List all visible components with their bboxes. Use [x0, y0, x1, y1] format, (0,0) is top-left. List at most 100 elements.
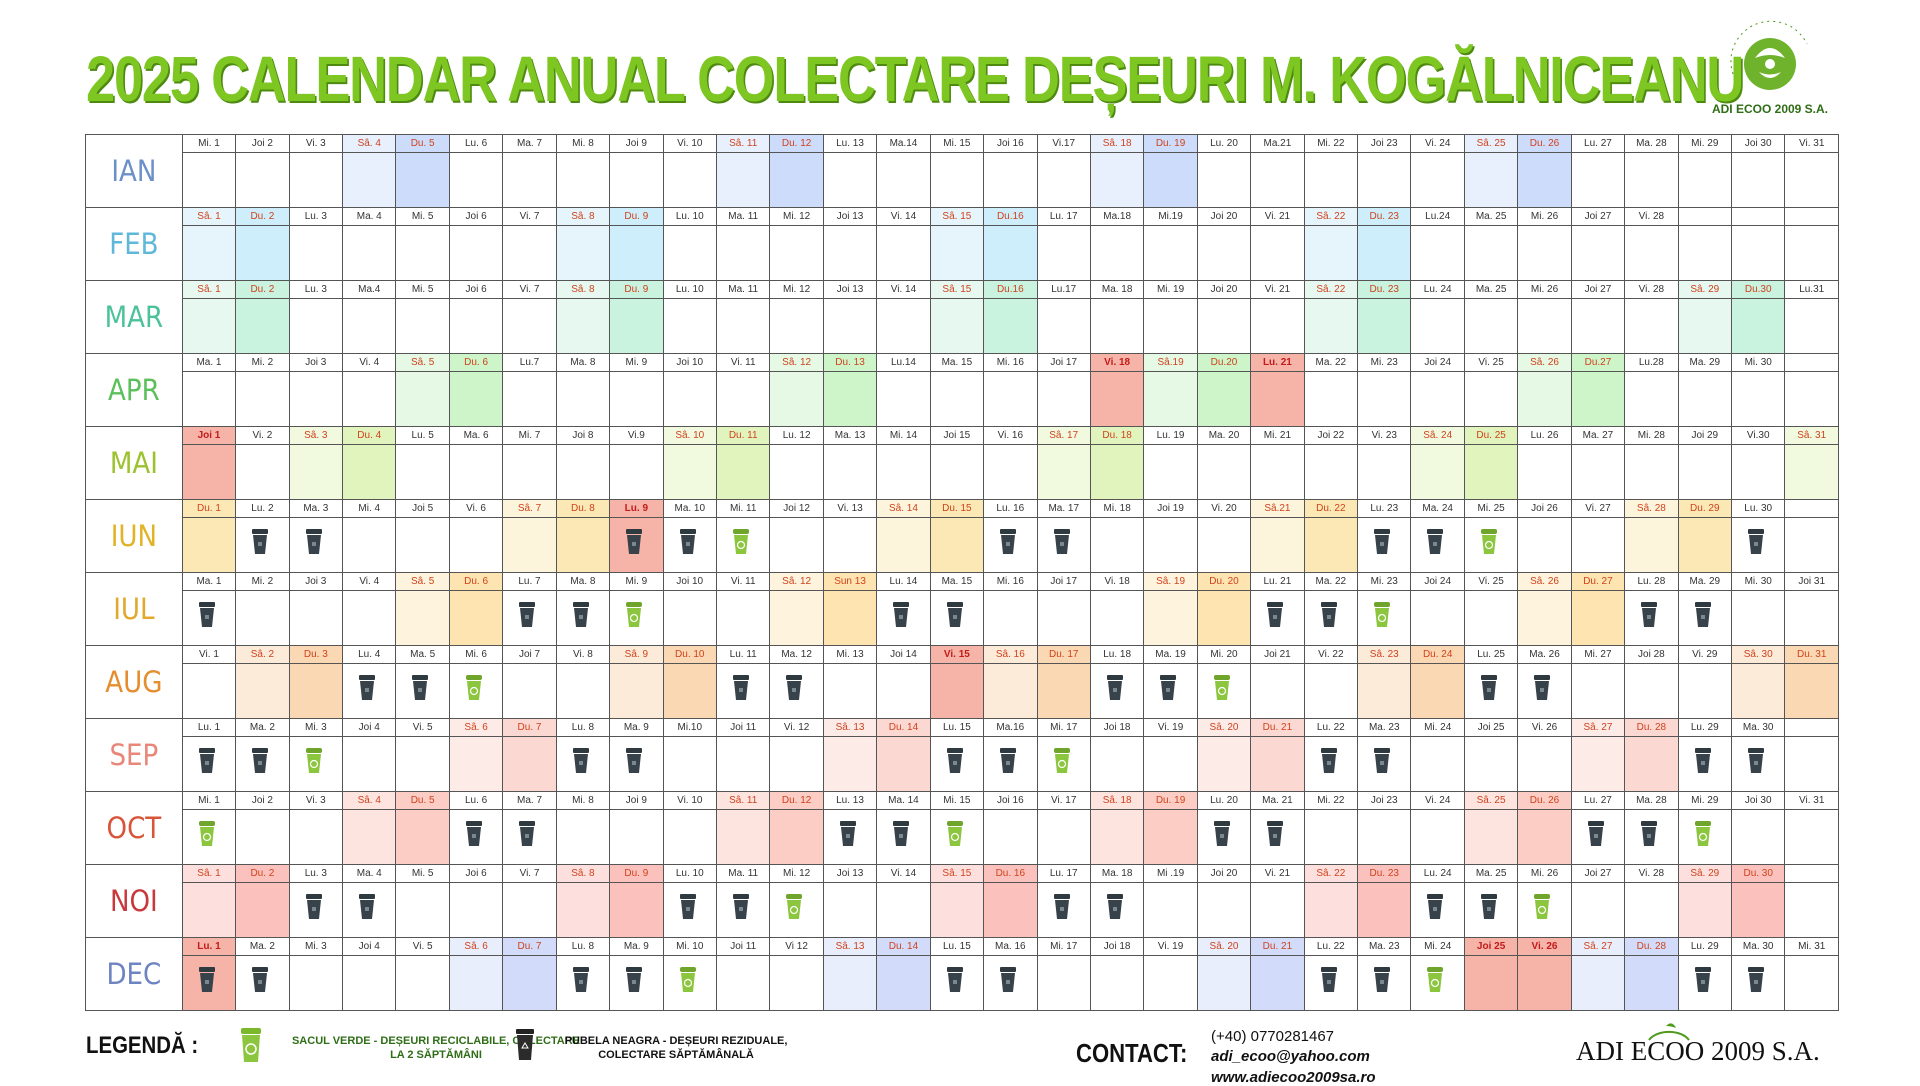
black-bin-icon [572, 967, 589, 992]
day-label: Mi. 9 [610, 354, 663, 372]
collection-slot [770, 883, 822, 937]
day-label: Sâ.19 [1144, 354, 1197, 372]
day-label: Vi. 27 [1571, 500, 1625, 518]
day-cell [1784, 207, 1839, 281]
day-cell: Ma. 1 [181, 353, 237, 427]
day-label: Lu. 26 [1518, 427, 1571, 445]
day-label: Joi 4 [343, 938, 396, 956]
day-cell: Mi. 14 [876, 426, 931, 500]
day-cell: Lu. 30 [1730, 499, 1786, 573]
collection-slot [1518, 299, 1570, 353]
month-label: NOI [85, 864, 183, 938]
day-cell: Sâ. 15 [929, 207, 985, 281]
collection-slot [1038, 956, 1090, 1010]
collection-slot [290, 372, 342, 426]
day-label: Sâ. 27 [1571, 938, 1625, 956]
day-label: Joi 10 [663, 354, 716, 372]
black-bin-icon [519, 602, 536, 627]
green-bag-icon [1694, 821, 1711, 846]
day-cell: Joi 24 [1410, 572, 1465, 646]
day-label: Sâ. 22 [1304, 281, 1358, 299]
day-label: Du. 21 [1251, 719, 1304, 737]
day-cell: Lu.14 [876, 353, 931, 427]
collection-slot [1144, 591, 1197, 645]
black-bin-icon [1053, 529, 1070, 554]
page-title: 2025 CALENDAR ANUAL COLECTARE DEȘEURI M.… [86, 43, 1744, 115]
day-label: Joi 20 [1197, 865, 1251, 883]
day-cell: Joi 13 [822, 207, 878, 281]
month-label: IAN [85, 134, 183, 208]
day-cell: Du. 13 [822, 353, 878, 427]
day-label: Joi 19 [1144, 500, 1197, 518]
collection-slot [1679, 664, 1731, 718]
contact-website[interactable]: www.adiecoo2009sa.ro [1211, 1069, 1376, 1086]
day-label: Vi. 21 [1251, 281, 1304, 299]
contact-phone[interactable]: (+40) 0770281467 [1211, 1028, 1335, 1045]
green-bag-icon [198, 821, 215, 846]
day-cell: Joi 27 [1570, 280, 1626, 354]
collection-slot [1091, 664, 1143, 718]
day-cell: Vi. 21 [1250, 207, 1305, 281]
black-bin-icon [514, 1028, 536, 1067]
day-cell: Vi. 2 [235, 426, 290, 500]
day-cell: Lu. 24 [1410, 864, 1465, 938]
collection-slot [1358, 956, 1410, 1010]
day-label: Joi 13 [823, 281, 877, 299]
day-label: Ma. 29 [1678, 573, 1731, 591]
day-label: Ma.21 [1251, 135, 1304, 153]
day-cell: Sâ. 26 [1517, 572, 1572, 646]
day-cell: Mi. 18 [1089, 499, 1145, 573]
day-label: Du. 27 [1571, 573, 1625, 591]
day-label: Lu. 15 [930, 938, 984, 956]
collection-slot [717, 883, 769, 937]
collection-slot [1198, 883, 1250, 937]
collection-slot [1038, 810, 1090, 864]
day-cell: Ma. 10 [662, 499, 717, 573]
day-label: Lu. 6 [449, 792, 503, 810]
day-cell: Lu.31 [1784, 280, 1839, 354]
collection-slot [824, 153, 876, 207]
black-bin-icon [1320, 748, 1337, 773]
day-label: Sâ. 25 [1464, 135, 1518, 153]
day-cell: Mi.19 [1143, 207, 1198, 281]
day-cell: Mi. 13 [822, 645, 878, 719]
day-label: Sâ. 13 [823, 719, 877, 737]
collection-slot [503, 664, 555, 718]
day-label: Lu. 10 [663, 208, 716, 226]
day-cell: Ma. 30 [1730, 718, 1786, 792]
day-label: Lu. 13 [823, 135, 877, 153]
collection-slot [1038, 299, 1090, 353]
black-bin-icon [305, 529, 322, 554]
day-cell: Mi. 2 [235, 353, 290, 427]
brand-leaf-icon [1648, 1023, 1690, 1041]
day-label: Lu. 30 [1732, 500, 1785, 518]
day-cell: Joi 23 [1357, 791, 1412, 865]
day-cell: Du.20 [1196, 353, 1252, 427]
collection-slot [1038, 226, 1090, 280]
collection-slot [236, 518, 288, 572]
day-label: Joi 3 [289, 354, 343, 372]
day-cell: Sâ. 10 [662, 426, 717, 500]
day-cell: Mi. 12 [769, 207, 824, 281]
contact-email[interactable]: adi_ecoo@yahoo.com [1211, 1048, 1370, 1065]
day-label: Ma. 6 [449, 427, 503, 445]
day-label: Vi. 2 [236, 427, 289, 445]
day-label: Sâ. 12 [770, 573, 823, 591]
day-label: Lu. 29 [1678, 938, 1731, 956]
day-label: Du. 19 [1144, 135, 1197, 153]
day-cell [1784, 499, 1839, 573]
day-label: Sâ. 1 [182, 865, 236, 883]
collection-slot [557, 372, 609, 426]
collection-slot [717, 591, 769, 645]
day-label: Sâ. 1 [182, 281, 236, 299]
day-cell: Lu. 22 [1303, 937, 1359, 1011]
collection-slot [396, 664, 448, 718]
day-label: Joi 20 [1197, 208, 1251, 226]
brand-logo-bottom: ADI ECOO 2009 S.A. [1576, 1023, 1820, 1067]
day-label: Vi 12 [770, 938, 823, 956]
day-label: Joi 23 [1358, 792, 1411, 810]
collection-slot [396, 153, 449, 207]
day-cell: Sâ. 6 [448, 937, 504, 1011]
collection-slot [717, 226, 769, 280]
day-label: Sâ. 15 [930, 281, 984, 299]
